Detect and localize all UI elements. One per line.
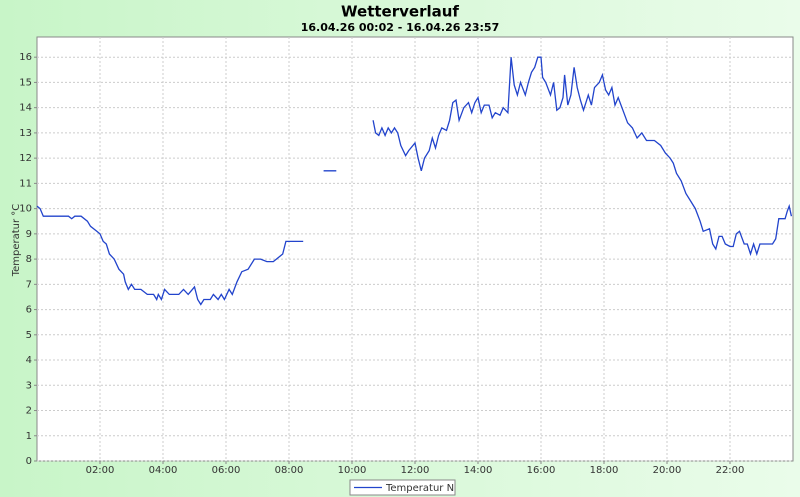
y-tick-label: 10	[19, 204, 32, 215]
y-tick-label: 4	[26, 355, 32, 366]
y-tick-label: 7	[26, 279, 32, 290]
chart-subtitle: 16.04.26 00:02 - 16.04.26 23:57	[301, 21, 499, 34]
x-tick-label: 22:00	[716, 465, 745, 476]
y-tick-label: 0	[26, 456, 32, 467]
y-tick-label: 15	[19, 77, 32, 88]
x-tick-label: 06:00	[212, 465, 241, 476]
y-tick-label: 13	[19, 128, 32, 139]
y-tick-label: 12	[19, 153, 32, 164]
x-tick-label: 12:00	[401, 465, 430, 476]
x-tick-label: 16:00	[527, 465, 556, 476]
x-tick-label: 10:00	[338, 465, 367, 476]
x-tick-label: 02:00	[86, 465, 115, 476]
y-tick-label: 3	[26, 380, 32, 391]
chart-title: Wetterverlauf	[341, 3, 459, 21]
y-axis-label: Temperatur °C	[11, 204, 22, 278]
y-tick-label: 9	[26, 229, 32, 240]
series-line	[36, 56, 793, 306]
y-tick-label: 1	[26, 431, 32, 442]
x-tick-label: 08:00	[275, 465, 304, 476]
y-tick-label: 14	[19, 103, 32, 114]
y-tick-label: 16	[19, 52, 32, 63]
y-tick-label: 2	[26, 406, 32, 417]
y-tick-label: 6	[26, 305, 32, 316]
x-tick-label: 14:00	[464, 465, 493, 476]
x-tick-label: 18:00	[590, 465, 619, 476]
y-tick-label: 5	[26, 330, 32, 341]
legend-label: Temperatur N	[385, 483, 454, 494]
y-tick-label: 8	[26, 254, 32, 265]
legend	[349, 479, 456, 496]
x-tick-label: 04:00	[149, 465, 178, 476]
y-tick-label: 11	[19, 178, 32, 189]
x-tick-label: 20:00	[653, 465, 682, 476]
